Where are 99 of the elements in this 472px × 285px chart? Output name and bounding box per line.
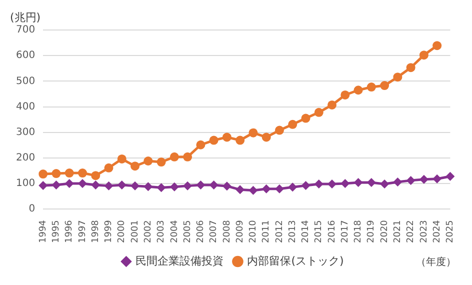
point: [156, 183, 166, 192]
point: [117, 154, 126, 164]
point: [262, 184, 271, 194]
point: [288, 182, 298, 192]
point: [38, 170, 48, 179]
x-tick-label: 2014: [301, 220, 312, 243]
point: [64, 179, 74, 188]
y-tick-label: 300: [16, 126, 36, 138]
x-tick-label: 2020: [380, 220, 390, 243]
point: [144, 182, 153, 192]
point: [236, 185, 245, 194]
point: [328, 100, 337, 110]
y-tick-label: 400: [16, 101, 36, 112]
point: [340, 90, 350, 100]
x-tick-label: 2007: [209, 220, 220, 243]
legend-label: 内部留保(ストック): [247, 254, 344, 268]
point: [104, 181, 114, 190]
x-tick-label: 2005: [182, 220, 193, 243]
x-tick-label: 2006: [196, 220, 206, 243]
text: （年度）: [416, 256, 456, 269]
y-axis-title: (兆円): [10, 10, 41, 25]
point: [170, 182, 179, 192]
point: [156, 158, 166, 167]
point: [78, 168, 87, 178]
point: [236, 136, 245, 145]
x-tick-label: 2004: [170, 220, 180, 243]
x-tick-label: 1997: [78, 220, 88, 243]
x-tick-label: 2002: [143, 220, 154, 243]
y-tick-label: 500: [16, 76, 36, 87]
y-tick-label: 100: [16, 178, 36, 190]
x-tick-label: 1999: [104, 220, 114, 243]
point: [262, 132, 271, 142]
x-tick-label: 2010: [248, 220, 259, 243]
x-tick-label: 1996: [64, 220, 75, 243]
x-tick-label: 2008: [222, 220, 232, 243]
point: [209, 180, 218, 190]
point: [419, 50, 428, 60]
x-tick-label: 1994: [38, 220, 48, 243]
point: [340, 179, 350, 188]
point: [64, 168, 74, 178]
y-tick-label: 200: [16, 152, 36, 164]
point: [222, 132, 232, 142]
x-tick-label: 2023: [419, 220, 430, 243]
point: [354, 178, 363, 187]
point: [354, 86, 363, 95]
x-tick-label: 2000: [117, 220, 128, 243]
x-tick-label: 2015: [314, 220, 324, 243]
point: [248, 128, 258, 138]
x-tick-label: 2024: [432, 220, 442, 243]
point: [288, 120, 298, 129]
x-tick-label: 2013: [288, 220, 298, 243]
point: [393, 72, 402, 82]
point: [183, 152, 192, 162]
x-tick-label: 2012: [274, 220, 285, 243]
point: [196, 140, 206, 150]
point: [248, 186, 258, 195]
point: [52, 180, 61, 190]
point: [130, 162, 140, 171]
point: [183, 181, 192, 190]
point: [91, 171, 100, 180]
point: [380, 180, 390, 189]
point: [301, 181, 310, 190]
point: [432, 174, 442, 184]
x-tick-label: 1998: [90, 220, 101, 243]
point: [314, 180, 324, 189]
point: [301, 114, 310, 123]
legend-label: 民間企業設備投資: [136, 254, 224, 268]
x-tick-label: 2016: [327, 220, 338, 243]
x-tick-label: 2003: [156, 220, 167, 243]
x-tick-label: 2009: [235, 220, 246, 243]
x-tick-label: 2011: [262, 220, 272, 243]
point: [380, 81, 390, 90]
y-tick-label: 600: [16, 50, 36, 62]
point: [144, 156, 153, 166]
x-tick-label: 2018: [354, 220, 364, 243]
x-tick-label: 2025: [446, 220, 456, 243]
point: [170, 152, 179, 162]
point: [406, 63, 416, 72]
point: [393, 177, 402, 186]
point: [446, 172, 455, 181]
x-tick-label: 2022: [406, 220, 416, 243]
x-tick-label: 2017: [340, 220, 350, 243]
point: [419, 174, 428, 184]
point: [406, 176, 416, 185]
x-tick-label: 1995: [52, 220, 62, 243]
point: [432, 41, 442, 50]
y-tick-label: 0: [28, 204, 36, 215]
x-tick-label: 2001: [130, 220, 140, 243]
x-tick-label: 2019: [366, 220, 377, 243]
point: [104, 163, 114, 172]
x-tick-label: 2021: [393, 220, 404, 243]
y-tick-label: 700: [16, 24, 36, 36]
point: [196, 180, 206, 190]
point: [366, 82, 376, 92]
point: [209, 136, 218, 145]
point: [314, 108, 324, 117]
point: [222, 182, 232, 191]
point: [52, 169, 61, 178]
point: [274, 126, 284, 135]
